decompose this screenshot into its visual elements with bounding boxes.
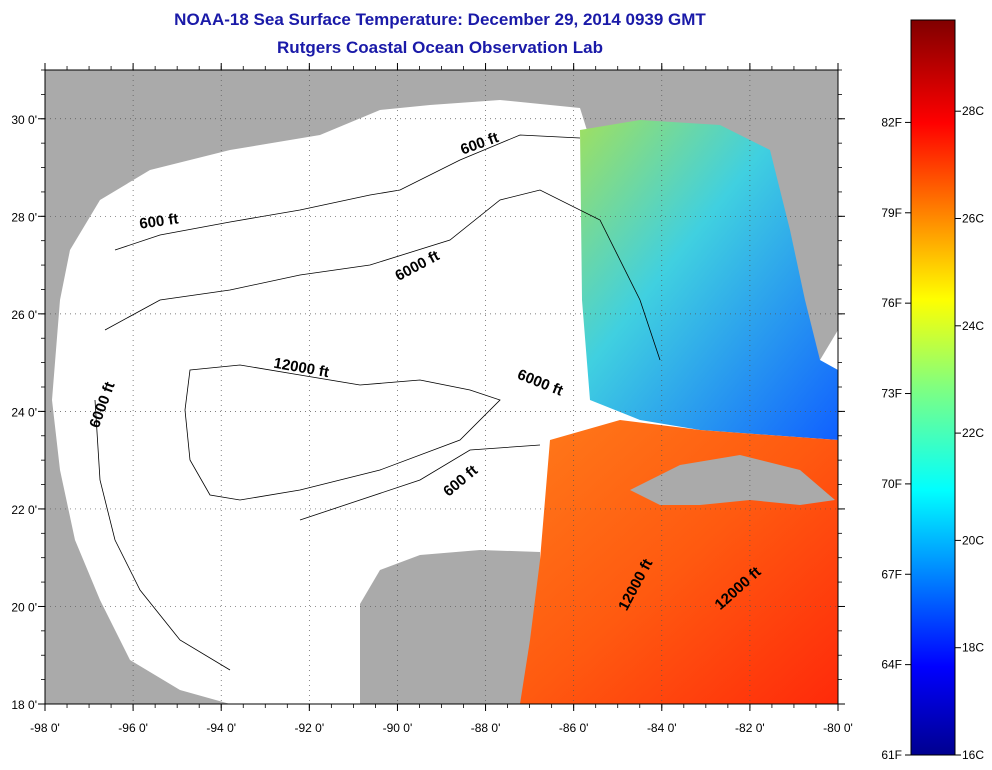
colorbar-c-label: 22C: [962, 426, 984, 440]
lon-tick-label: -86 0': [559, 721, 589, 735]
colorbar-c-label: 16C: [962, 748, 984, 762]
colorbar-c-label: 26C: [962, 212, 984, 226]
colorbar-c-label: 18C: [962, 641, 984, 655]
lat-tick-label: 26 0': [11, 308, 37, 322]
contour-600ft-mexico: [94, 399, 231, 671]
lon-tick-label: -96 0': [118, 721, 148, 735]
lon-tick-label: -82 0': [735, 721, 765, 735]
colorbar-f-label: 70F: [881, 477, 902, 491]
colorbar-c-label: 20C: [962, 533, 984, 547]
colorbar-f-label: 61F: [881, 748, 902, 762]
sst-warm-region: [520, 420, 838, 704]
colorbar: 82F 79F 76F 73F 70F 67F 64F 61F 28C 26C 24C 22C 20C…: [881, 19, 984, 762]
lon-tick-label: -84 0': [647, 721, 677, 735]
map-grid: [45, 70, 838, 704]
colorbar-f-label: 73F: [881, 387, 902, 401]
sst-cool-region: [580, 120, 838, 440]
map-area: [45, 70, 838, 704]
contour-label: 600 ft: [138, 210, 179, 232]
lon-tick-label: -90 0': [383, 721, 413, 735]
lon-tick-label: -94 0': [206, 721, 236, 735]
colorbar-f-label: 79F: [881, 206, 902, 220]
lat-tick-label: 22 0': [11, 503, 37, 517]
colorbar-f-label: 67F: [881, 567, 902, 581]
map-subtitle: Rutgers Coastal Ocean Observation Lab: [277, 38, 603, 57]
lat-tick-label: 30 0': [11, 113, 37, 127]
lon-tick-label: -92 0': [295, 721, 325, 735]
contour-12000ft: [184, 364, 501, 501]
yucatan-land: [360, 550, 540, 704]
colorbar-c-label: 24C: [962, 319, 984, 333]
depth-contours: [94, 134, 661, 671]
colorbar-fahrenheit-labels: 82F 79F 76F 73F 70F 67F 64F 61F: [881, 115, 911, 762]
cuba-land: [630, 455, 835, 505]
colorbar-celsius-labels: 28C 26C 24C 22C 20C 18C 16C: [955, 104, 984, 762]
colorbar-f-label: 64F: [881, 658, 902, 672]
colorbar-gradient: [910, 19, 956, 756]
colorbar-f-label: 82F: [881, 115, 902, 129]
contour-600ft-north: [114, 134, 581, 251]
florida-land: [760, 70, 838, 360]
lon-tick-label: -80 0': [823, 721, 853, 735]
lat-tick-label: 20 0': [11, 600, 37, 614]
lat-tick-label: 24 0': [11, 405, 37, 419]
contour-600ft-yucatan: [299, 444, 541, 521]
map-axes: -98 0' -96 0' -94 0' -92 0' -90 0' -88 0' -86 …: [11, 63, 853, 735]
lon-tick-label: -98 0': [30, 721, 60, 735]
colorbar-c-label: 28C: [962, 104, 984, 118]
lat-tick-label: 28 0': [11, 210, 37, 224]
contour-6000ft-west: [104, 189, 661, 361]
map-title: NOAA-18 Sea Surface Temperature: Decembe…: [174, 10, 706, 29]
colorbar-f-label: 76F: [881, 296, 902, 310]
lat-tick-label: 18 0': [11, 698, 37, 712]
lon-tick-label: -88 0': [471, 721, 501, 735]
